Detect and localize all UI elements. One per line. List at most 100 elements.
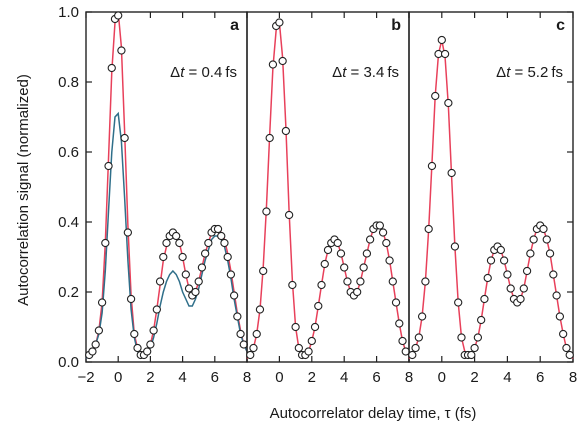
data-point — [365, 235, 375, 244]
data-point — [559, 329, 568, 339]
data-point — [268, 60, 278, 69]
delta-t-annotation: Δt = 5.2 fs — [496, 64, 563, 81]
data-point — [427, 161, 437, 171]
data-point — [275, 18, 284, 27]
data-point — [233, 312, 242, 321]
panels-layer: −2 0 2 4 6 8 a Δt = 0.4 fs 0 2 4 6 8 b Δt = 3.4 fs 0 2 4 6… — [77, 11, 577, 386]
data-point — [229, 291, 239, 300]
panel-letter: c — [556, 17, 565, 34]
data-point — [375, 221, 384, 230]
data-point — [281, 126, 291, 136]
data-point — [424, 224, 433, 234]
data-point — [323, 245, 333, 255]
data-point — [506, 284, 515, 293]
data-point — [123, 228, 133, 237]
data-point — [549, 270, 558, 279]
data-point — [542, 235, 551, 244]
x-tick-label: 4 — [503, 369, 511, 386]
data-point — [107, 63, 116, 73]
data-point — [447, 168, 456, 178]
x-tick-label: 4 — [178, 369, 186, 386]
delta-t-annotation: Δt = 3.4 fs — [332, 64, 399, 81]
x-tick-label: 2 — [470, 369, 478, 386]
data-point — [440, 49, 450, 59]
data-point — [223, 252, 232, 262]
data-point — [226, 270, 236, 279]
data-point — [417, 312, 427, 321]
data-point — [120, 133, 129, 143]
data-point — [265, 133, 274, 143]
data-point — [444, 98, 453, 108]
data-point — [239, 340, 248, 349]
data-point — [236, 329, 245, 339]
x-tick-label: −2 — [77, 369, 94, 386]
data-point — [473, 333, 483, 342]
x-tick-label: 2 — [146, 369, 154, 386]
data-point — [343, 277, 352, 286]
x-tick-label: 8 — [569, 369, 577, 386]
panel-frame — [408, 11, 574, 363]
data-point — [155, 277, 165, 286]
x-tick-label: 0 — [275, 369, 283, 386]
delta-t-value: = 3.4 fs — [346, 64, 399, 81]
data-point — [310, 322, 320, 332]
data-point — [162, 238, 171, 248]
data-point — [391, 298, 401, 307]
data-point — [213, 224, 223, 234]
data-point — [117, 46, 126, 55]
data-point — [539, 224, 548, 234]
x-tick-label: 8 — [243, 369, 251, 386]
data-point — [114, 11, 123, 20]
data-point — [252, 329, 261, 339]
data-point — [483, 273, 492, 283]
x-tick-label: 2 — [308, 369, 316, 386]
x-axis-label: Autocorrelator delay time, τ (fs) — [270, 405, 477, 422]
y-axis: 0.0 0.2 0.4 0.6 0.8 1.0 — [58, 4, 573, 371]
data-point — [522, 266, 532, 276]
data-point — [284, 210, 294, 220]
data-point — [414, 333, 423, 342]
x-tick-label: 6 — [211, 369, 219, 386]
x-tick-label: 4 — [340, 369, 348, 386]
data-point — [149, 326, 158, 335]
data-point — [126, 294, 136, 304]
data-point — [159, 252, 168, 262]
data-point — [431, 91, 440, 101]
data-point — [333, 238, 342, 248]
data-point — [450, 242, 460, 251]
delta-t-value: = 5.2 fs — [510, 64, 563, 81]
panel-letter: a — [230, 17, 239, 34]
data-point — [291, 322, 300, 332]
delta-t-annotation: Δt = 0.4 fs — [170, 64, 237, 81]
x-tick-label: 8 — [405, 369, 413, 386]
panel-a: −2 0 2 4 6 8 a Δt = 0.4 fs — [77, 11, 251, 386]
data-point — [191, 287, 200, 297]
data-point — [437, 35, 446, 45]
x-tick-label: 6 — [536, 369, 544, 386]
data-point — [262, 207, 271, 216]
data-point — [552, 291, 561, 300]
data-point — [259, 266, 268, 276]
data-point — [565, 350, 574, 360]
data-point — [181, 270, 190, 279]
data-point — [172, 231, 181, 241]
data-point — [217, 231, 226, 241]
data-point — [398, 336, 407, 346]
data-point — [480, 294, 489, 304]
y-axis-label: Autocorrelation signal (normalized) — [15, 74, 32, 306]
data-point — [503, 270, 512, 279]
data-point — [133, 343, 142, 353]
data-point — [194, 277, 203, 286]
data-point — [454, 298, 463, 307]
data-point — [178, 252, 187, 262]
data-point — [411, 343, 420, 353]
data-point — [294, 343, 303, 353]
fit-curve — [408, 39, 574, 360]
y-tick-label: 1.0 — [58, 4, 79, 21]
delta-symbol: Δ — [332, 64, 342, 81]
data-point — [496, 245, 505, 255]
data-point — [97, 298, 107, 307]
data-point — [499, 256, 509, 265]
data-point — [184, 284, 194, 293]
